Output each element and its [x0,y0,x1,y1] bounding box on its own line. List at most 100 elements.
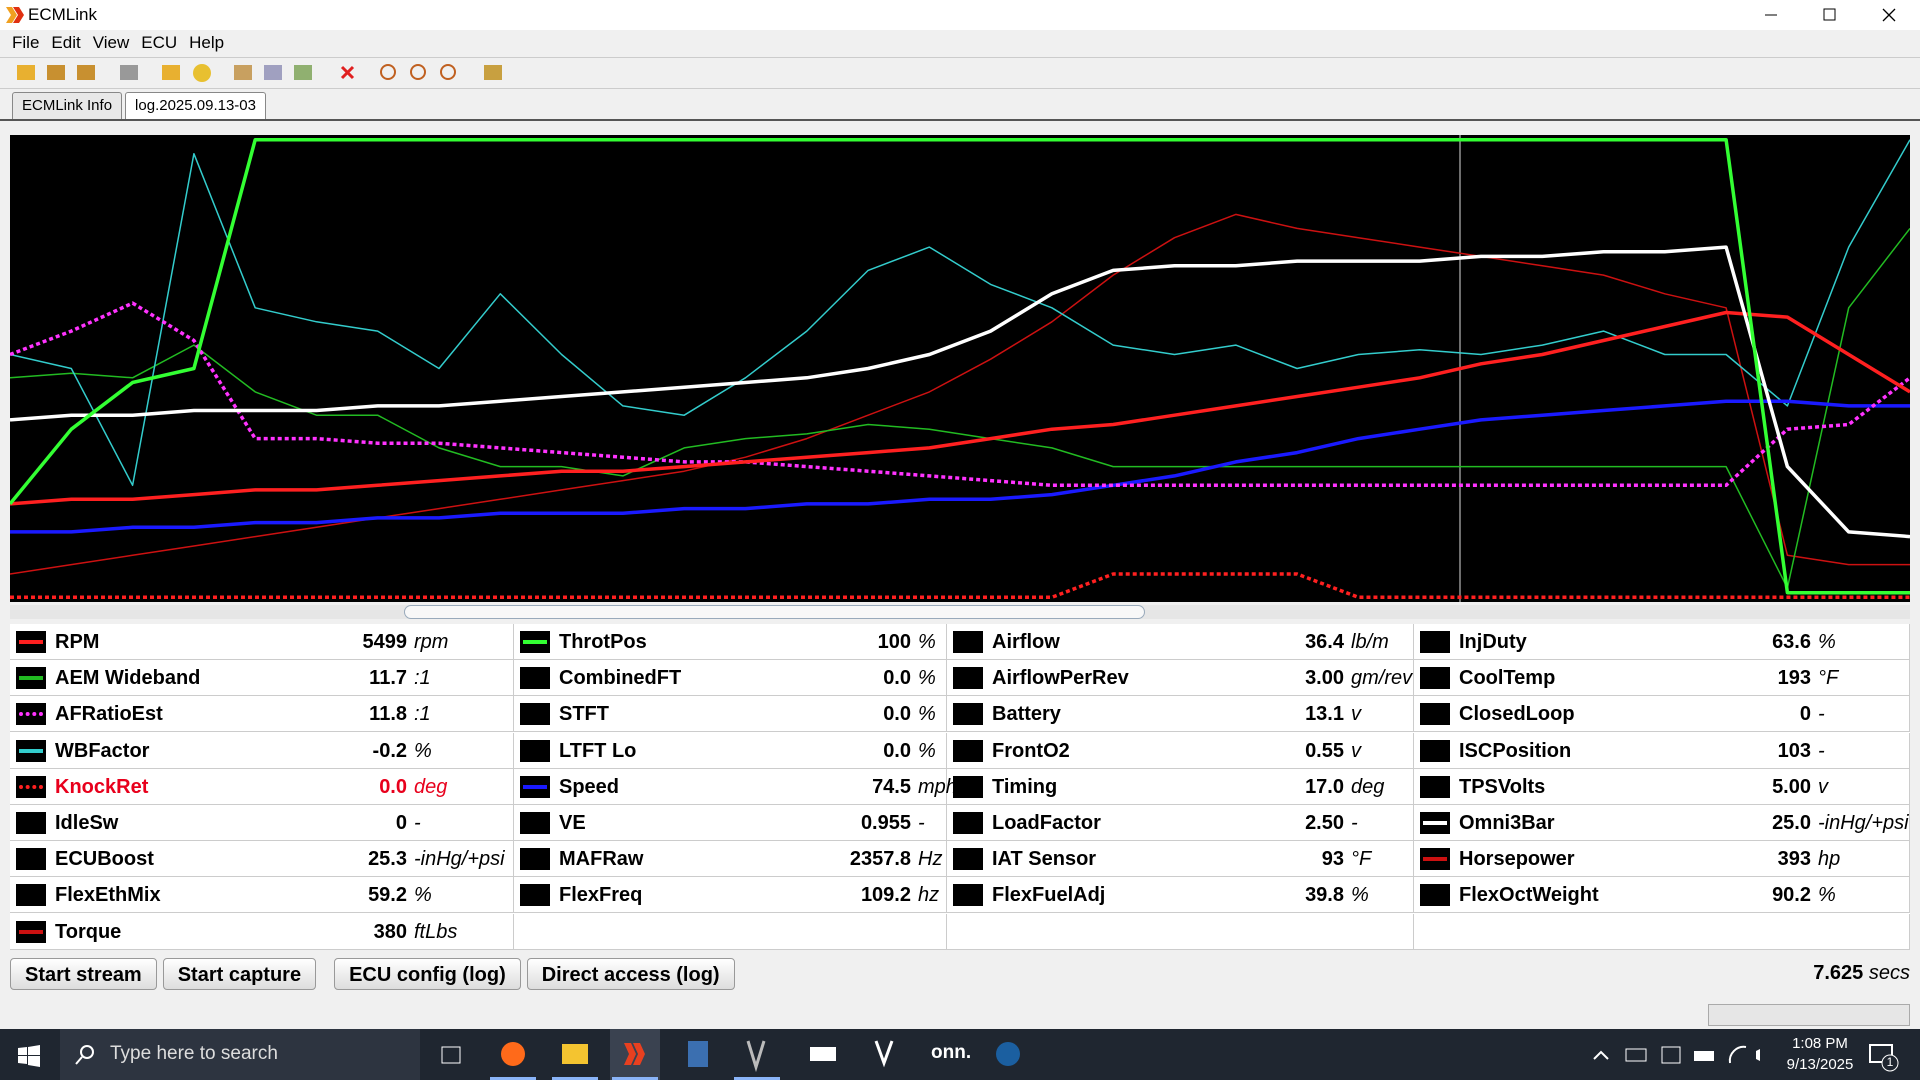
param-name: CoolTemp [1459,667,1556,690]
param-unit: v [1818,775,1828,798]
button[interactable]: ECU config (log) [334,958,521,990]
param-name: LoadFactor [992,812,1101,834]
param-value: 5.00 [1772,775,1811,798]
swatch [953,848,983,871]
param-cell: FlexEthMix 59.2% [10,877,514,914]
param-name: Speed [559,775,620,798]
swatch [16,920,46,943]
swatch [16,775,46,798]
param-cell [514,913,947,950]
param-name: KnockRet [55,775,149,798]
param-value: 93 [1321,848,1344,871]
button[interactable]: Direct access (log) [526,958,735,990]
param-value: 0.55 [1305,739,1344,762]
hscroll[interactable] [1708,1004,1910,1026]
param-unit: % [1818,631,1836,653]
tray-icons[interactable] [1590,1043,1770,1067]
param-value: 0.0 [379,775,407,798]
button[interactable]: Start stream [10,958,157,990]
param-cell: TPSVolts 5.00 v [1414,768,1910,805]
param-unit: deg [414,775,448,798]
param-cell: FlexOctWeight 90.2% [1414,877,1910,914]
swatch [520,884,550,907]
param-value: -0.2 [372,739,407,762]
search-box[interactable]: Type here to search [60,1029,420,1080]
trace [10,245,1910,539]
param-name: RPM [55,631,100,653]
param-value: 100 [877,631,911,653]
param-name: IAT Sensor [992,848,1097,871]
taskbar-apps[interactable] [430,1029,1030,1080]
param-unit: v [1351,703,1361,726]
swatch [953,667,983,690]
param-cell: FrontO2 0.55 v [947,732,1414,769]
param-name: Torque [55,920,122,943]
clock-date: 9/13/2025 [1786,1056,1854,1073]
title-bar: ECMLink [0,0,1920,30]
param-cell: Torque 380 ftLbs [10,913,514,950]
elapsed: 7.625 secs [1813,962,1910,985]
param-unit: % [414,884,432,907]
swatch [1420,775,1450,798]
param-cell: VE 0.955- [514,805,947,841]
swatch [520,739,550,762]
param-name: VE [559,812,586,834]
param-unit: lb/m [1351,631,1389,653]
swatch-line [523,784,547,789]
menu-item[interactable]: View [92,33,130,52]
notifications[interactable] [1868,1043,1900,1073]
param-cell: AEM Wideband 11.7:1 [10,660,514,697]
param-cell: KnockRet 0.0 deg [10,768,514,805]
param-value: 59.2 [368,884,407,907]
param-name: ClosedLoop [1459,703,1575,726]
tab[interactable]: log.2025.09.13-03 [125,92,266,119]
param-name: AEM Wideband [55,667,201,690]
swatch [16,884,46,907]
trace [10,301,1910,488]
param-name: IdleSw [55,812,119,834]
swatch [1420,812,1450,834]
menu-item[interactable]: File [12,33,40,52]
param-cell: Airflow 36.4 lb/m [947,624,1414,660]
onn-label[interactable]: onn. [931,1042,972,1063]
param-value: 0.955 [860,812,911,834]
start-button[interactable] [18,1045,40,1067]
param-value: 393 [1777,848,1811,871]
swatch [16,812,46,834]
menu-item[interactable]: Edit [51,33,81,52]
param-name: MAFRaw [559,848,644,871]
graph [10,135,1910,602]
param-unit: % [1818,884,1836,907]
swatch-line [19,748,43,753]
window-controls[interactable] [1750,0,1920,30]
param-cell: Omni3Bar 25.0 -inHg/+psi [1414,805,1910,841]
scroll-thumb[interactable] [404,605,1145,619]
param-value: 25.3 [368,848,407,871]
param-cell: LTFT Lo 0.0% [514,732,947,769]
swatch-line [19,929,43,934]
menu-item[interactable]: ECU [141,33,178,52]
param-unit: - [1351,812,1358,834]
trace [10,572,1910,600]
param-value: 74.5 [872,775,911,798]
button[interactable]: Start capture [162,958,317,990]
param-cell: FlexFreq 109.2 hz [514,877,947,914]
tab[interactable]: ECMLink Info [12,92,123,119]
swatch [1420,667,1450,690]
param-cell: RPM 5499 rpm [10,624,514,660]
param-cell: AFRatioEst 11.8:1 [10,696,514,733]
param-value: 0.0 [883,739,911,762]
window-title: ECMLink [28,5,97,24]
swatch [1420,739,1450,762]
param-cell: ISCPosition 103- [1414,732,1910,769]
param-cell: ClosedLoop 0- [1414,696,1910,733]
swatch [1420,848,1450,871]
param-value: 2357.8 [849,848,911,871]
menu-item[interactable]: Help [189,33,225,52]
param-value: 0.0 [883,703,911,726]
param-name: Omni3Bar [1459,812,1555,834]
swatch [520,812,550,834]
param-unit: °F [1351,848,1372,871]
toolbar-icons[interactable] [0,58,520,88]
param-cell: Battery 13.1 v [947,696,1414,733]
